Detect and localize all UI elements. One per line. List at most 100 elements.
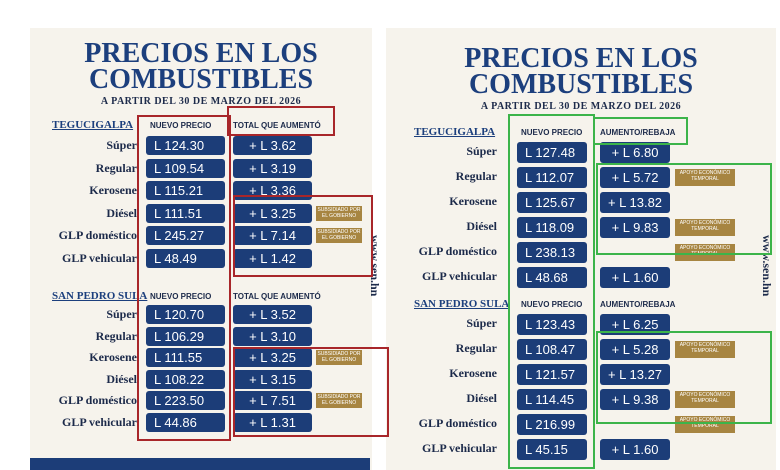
price-box: L 48.68 xyxy=(517,267,587,288)
product-label: Súper xyxy=(106,138,137,152)
price-box: L 245.27 xyxy=(146,226,225,246)
product-label: Regular xyxy=(95,160,137,175)
price-box: L 111.55 xyxy=(146,348,225,368)
note-tag: APOYO ECONÓMICO TEMPORAL xyxy=(675,244,735,261)
city-name: TEGUCIGALPA xyxy=(52,119,134,131)
city-name: TEGUCIGALPA xyxy=(414,126,496,138)
change-box: + L 3.52 xyxy=(233,305,312,324)
website: www.sen.hn xyxy=(760,235,774,297)
column-header: TOTAL QUE AUMENTÓ xyxy=(233,121,321,130)
change-box: + L 7.51 xyxy=(233,391,312,411)
change-box: + L 1.31 xyxy=(233,413,312,432)
product-label: GLP vehicular xyxy=(62,415,137,429)
poster-title: COMBUSTIBLES xyxy=(468,69,694,100)
website: www.sen.hn xyxy=(368,235,382,297)
product-label: Diésel xyxy=(106,371,137,386)
price-box: L 111.51 xyxy=(146,203,225,223)
change-box: + L 3.36 xyxy=(233,181,312,201)
product-label: Kerosene xyxy=(449,194,497,208)
poster-title: COMBUSTIBLES xyxy=(88,64,314,95)
product-label: GLP doméstico xyxy=(418,244,497,258)
product-label: Kerosene xyxy=(449,366,497,380)
change-box: + L 5.28 xyxy=(600,339,670,360)
note-tag: APOYO ECONÓMICO TEMPORAL xyxy=(675,219,735,236)
poster-subtitle: A PARTIR DEL 30 DE MARZO DEL 2026 xyxy=(480,101,682,112)
price-box: L 223.50 xyxy=(146,391,225,411)
note-tag: SUBSIDIADO POR EL GOBIERNO xyxy=(316,228,362,244)
city-name: SAN PEDRO SULA xyxy=(52,290,148,302)
product-label: GLP doméstico xyxy=(58,228,137,243)
change-box: + L 5.72 xyxy=(600,167,670,188)
poster-subtitle: A PARTIR DEL 30 DE MARZO DEL 2026 xyxy=(100,96,302,107)
price-box: L 109.54 xyxy=(146,158,225,178)
price-box: L 108.22 xyxy=(146,369,225,389)
note-tag: SUBSIDIADO POR EL GOBIERNO xyxy=(316,393,362,409)
column-header: NUEVO PRECIO xyxy=(521,300,583,309)
change-box: + L 3.15 xyxy=(233,369,312,389)
price-box: L 45.15 xyxy=(517,439,587,460)
price-box: L 114.45 xyxy=(517,389,587,410)
note-tag: SUBSIDIADO POR EL GOBIERNO xyxy=(316,205,362,221)
poster-title: PRECIOS EN LOS xyxy=(84,38,318,69)
change-box: + L 9.83 xyxy=(600,217,670,238)
city-name: SAN PEDRO SULA xyxy=(414,298,510,310)
price-box: L 124.30 xyxy=(146,136,225,155)
product-label: Kerosene xyxy=(89,183,137,198)
price-box: L 108.47 xyxy=(517,339,587,360)
price-box: L 115.21 xyxy=(146,181,225,201)
price-box: L 120.70 xyxy=(146,305,225,324)
column-header: TOTAL QUE AUMENTÓ xyxy=(233,292,321,301)
change-box: + L 1.60 xyxy=(600,267,670,288)
product-label: Diésel xyxy=(466,219,497,233)
change-box: + L 3.25 xyxy=(233,203,312,223)
price-box: L 125.67 xyxy=(517,192,587,213)
price-box: L 106.29 xyxy=(146,326,225,346)
change-box: + L 13.82 xyxy=(600,192,670,213)
note-tag: SUBSIDIADO POR EL GOBIERNO xyxy=(316,350,362,366)
product-label: GLP vehicular xyxy=(62,251,137,265)
price-box: L 127.48 xyxy=(517,142,587,163)
poster-title: PRECIOS EN LOS xyxy=(464,43,698,74)
column-header: AUMENTO/REBAJA xyxy=(600,300,676,309)
change-box: + L 3.10 xyxy=(233,326,312,346)
change-box: + L 6.80 xyxy=(600,142,670,163)
product-label: GLP vehicular xyxy=(422,269,497,283)
change-box: + L 3.62 xyxy=(233,136,312,155)
price-box: L 48.49 xyxy=(146,249,225,268)
change-box: + L 3.19 xyxy=(233,158,312,178)
note-tag: APOYO ECONÓMICO TEMPORAL xyxy=(675,391,735,408)
product-label: Súper xyxy=(466,144,497,158)
change-box: + L 9.38 xyxy=(600,389,670,410)
column-header: NUEVO PRECIO xyxy=(150,121,212,130)
change-box: + L 7.14 xyxy=(233,226,312,246)
product-label: Regular xyxy=(95,328,137,343)
product-label: GLP vehicular xyxy=(422,441,497,455)
price-box: L 118.09 xyxy=(517,217,587,238)
note-tag: APOYO ECONÓMICO TEMPORAL xyxy=(675,169,735,186)
product-label: Súper xyxy=(106,307,137,321)
product-label: Kerosene xyxy=(89,350,137,365)
column-header: NUEVO PRECIO xyxy=(150,292,212,301)
product-label: Diésel xyxy=(466,391,497,405)
change-box: + L 1.60 xyxy=(600,439,670,460)
product-label: Diésel xyxy=(106,205,137,220)
change-box: + L 3.25 xyxy=(233,348,312,368)
price-box: L 216.99 xyxy=(517,414,587,435)
price-box: L 44.86 xyxy=(146,413,225,432)
column-header: AUMENTO/REBAJA xyxy=(600,128,676,137)
footer-strip xyxy=(30,458,370,470)
product-label: Súper xyxy=(466,316,497,330)
product-label: GLP doméstico xyxy=(418,416,497,430)
price-box: L 112.07 xyxy=(517,167,587,188)
column-header: NUEVO PRECIO xyxy=(521,128,583,137)
price-box: L 121.57 xyxy=(517,364,587,385)
price-box: L 238.13 xyxy=(517,242,587,263)
note-tag: APOYO ECONÓMICO TEMPORAL xyxy=(675,416,735,433)
product-label: GLP doméstico xyxy=(58,393,137,408)
change-box: + L 6.25 xyxy=(600,314,670,335)
change-box: + L 1.42 xyxy=(233,249,312,268)
price-box: L 123.43 xyxy=(517,314,587,335)
change-box: + L 13.27 xyxy=(600,364,670,385)
note-tag: APOYO ECONÓMICO TEMPORAL xyxy=(675,341,735,358)
